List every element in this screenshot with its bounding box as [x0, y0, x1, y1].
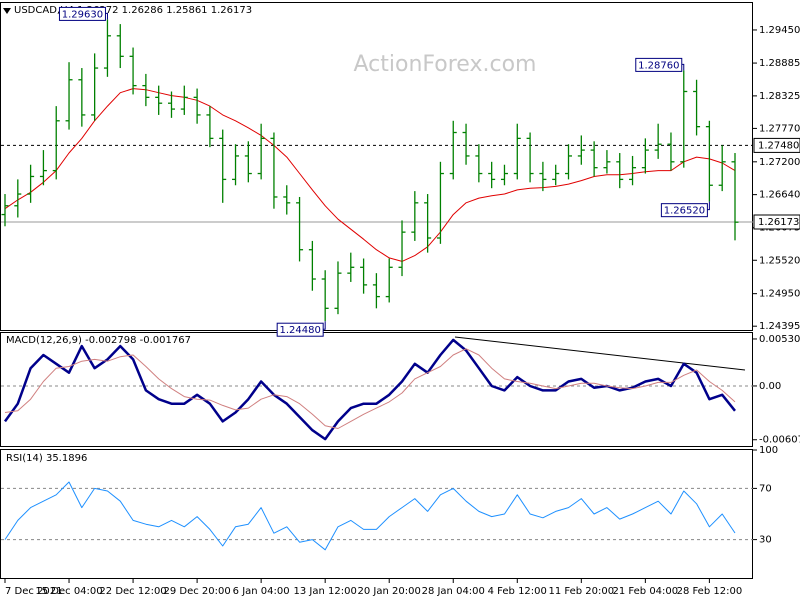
annotation-label: 1.29630	[62, 9, 103, 20]
y-tick-label: 100	[759, 445, 778, 456]
annotation-connector	[681, 63, 685, 71]
annotation-label: 1.26520	[664, 206, 705, 217]
y-tick-label: 1.28885	[759, 58, 800, 69]
x-tick-label: 21 Feb 04:00	[613, 586, 679, 597]
symbol-icon	[3, 8, 11, 14]
y-tick-label: -0.006074	[759, 435, 800, 446]
y-tick-label: 1.24395	[759, 321, 800, 332]
y-tick-label: 1.27770	[759, 123, 800, 134]
rsi-panel	[0, 449, 753, 579]
macd-title: MACD(12,26,9) -0.002798 -0.001767	[6, 335, 191, 346]
y-tick-label: 1.25520	[759, 255, 800, 266]
y-tick-label: 1.29450	[759, 25, 800, 36]
y-tick-label: 70	[759, 483, 772, 494]
x-tick-label: 15 Dec 04:00	[35, 586, 102, 597]
price-panel	[0, 2, 753, 331]
level-label: 1.27480	[758, 140, 799, 151]
series-line	[4, 481, 736, 551]
annotation-label: 1.24480	[279, 325, 320, 336]
annotation-connector	[323, 321, 326, 330]
y-tick-label: 0.005307	[759, 334, 800, 345]
macd-panel	[0, 332, 753, 447]
x-tick-label: 28 Feb 12:00	[677, 586, 743, 597]
annotation-connector	[105, 12, 108, 20]
annotation-label: 1.28760	[638, 60, 679, 71]
moving-average	[4, 88, 736, 262]
annotation-box	[635, 57, 683, 72]
level-label-box	[753, 137, 800, 153]
price-title: USDCAD,H4 1.26272 1.26286 1.25861 1.2617…	[14, 5, 252, 16]
y-tick-label: 1.24950	[759, 289, 800, 300]
annotation-connector	[707, 201, 710, 211]
annotation-box	[58, 6, 106, 21]
y-tick-label: 30	[759, 535, 772, 546]
x-tick-label: 4 Feb 12:00	[488, 586, 547, 597]
x-tick-label: 6 Jan 04:00	[233, 586, 290, 597]
x-tick-label: 28 Jan 04:00	[422, 586, 485, 597]
y-tick-label: 0.00	[759, 381, 781, 392]
level-label: 1.26173	[758, 217, 799, 228]
x-tick-label: 13 Jan 12:00	[294, 586, 357, 597]
x-tick-label: 11 Feb 20:00	[549, 586, 615, 597]
x-tick-label: 22 Dec 12:00	[99, 586, 166, 597]
y-tick-label: 1.28325	[759, 91, 800, 102]
watermark: ActionForex.com	[354, 52, 537, 77]
x-tick-label: 20 Jan 20:00	[358, 586, 421, 597]
series-line	[3, 338, 736, 441]
y-tick-label: 1.27200	[759, 157, 800, 168]
y-tick-label: 1.26640	[759, 190, 800, 201]
rsi-title: RSI(14) 35.1896	[6, 453, 87, 464]
annotation-box	[276, 322, 324, 337]
annotation-box	[660, 203, 708, 218]
trend-line	[454, 336, 746, 371]
x-tick-label: 7 Dec 2021	[5, 586, 63, 597]
level-label-box	[753, 214, 800, 230]
series-line	[4, 348, 736, 429]
x-tick-label: 29 Dec 20:00	[163, 586, 230, 597]
